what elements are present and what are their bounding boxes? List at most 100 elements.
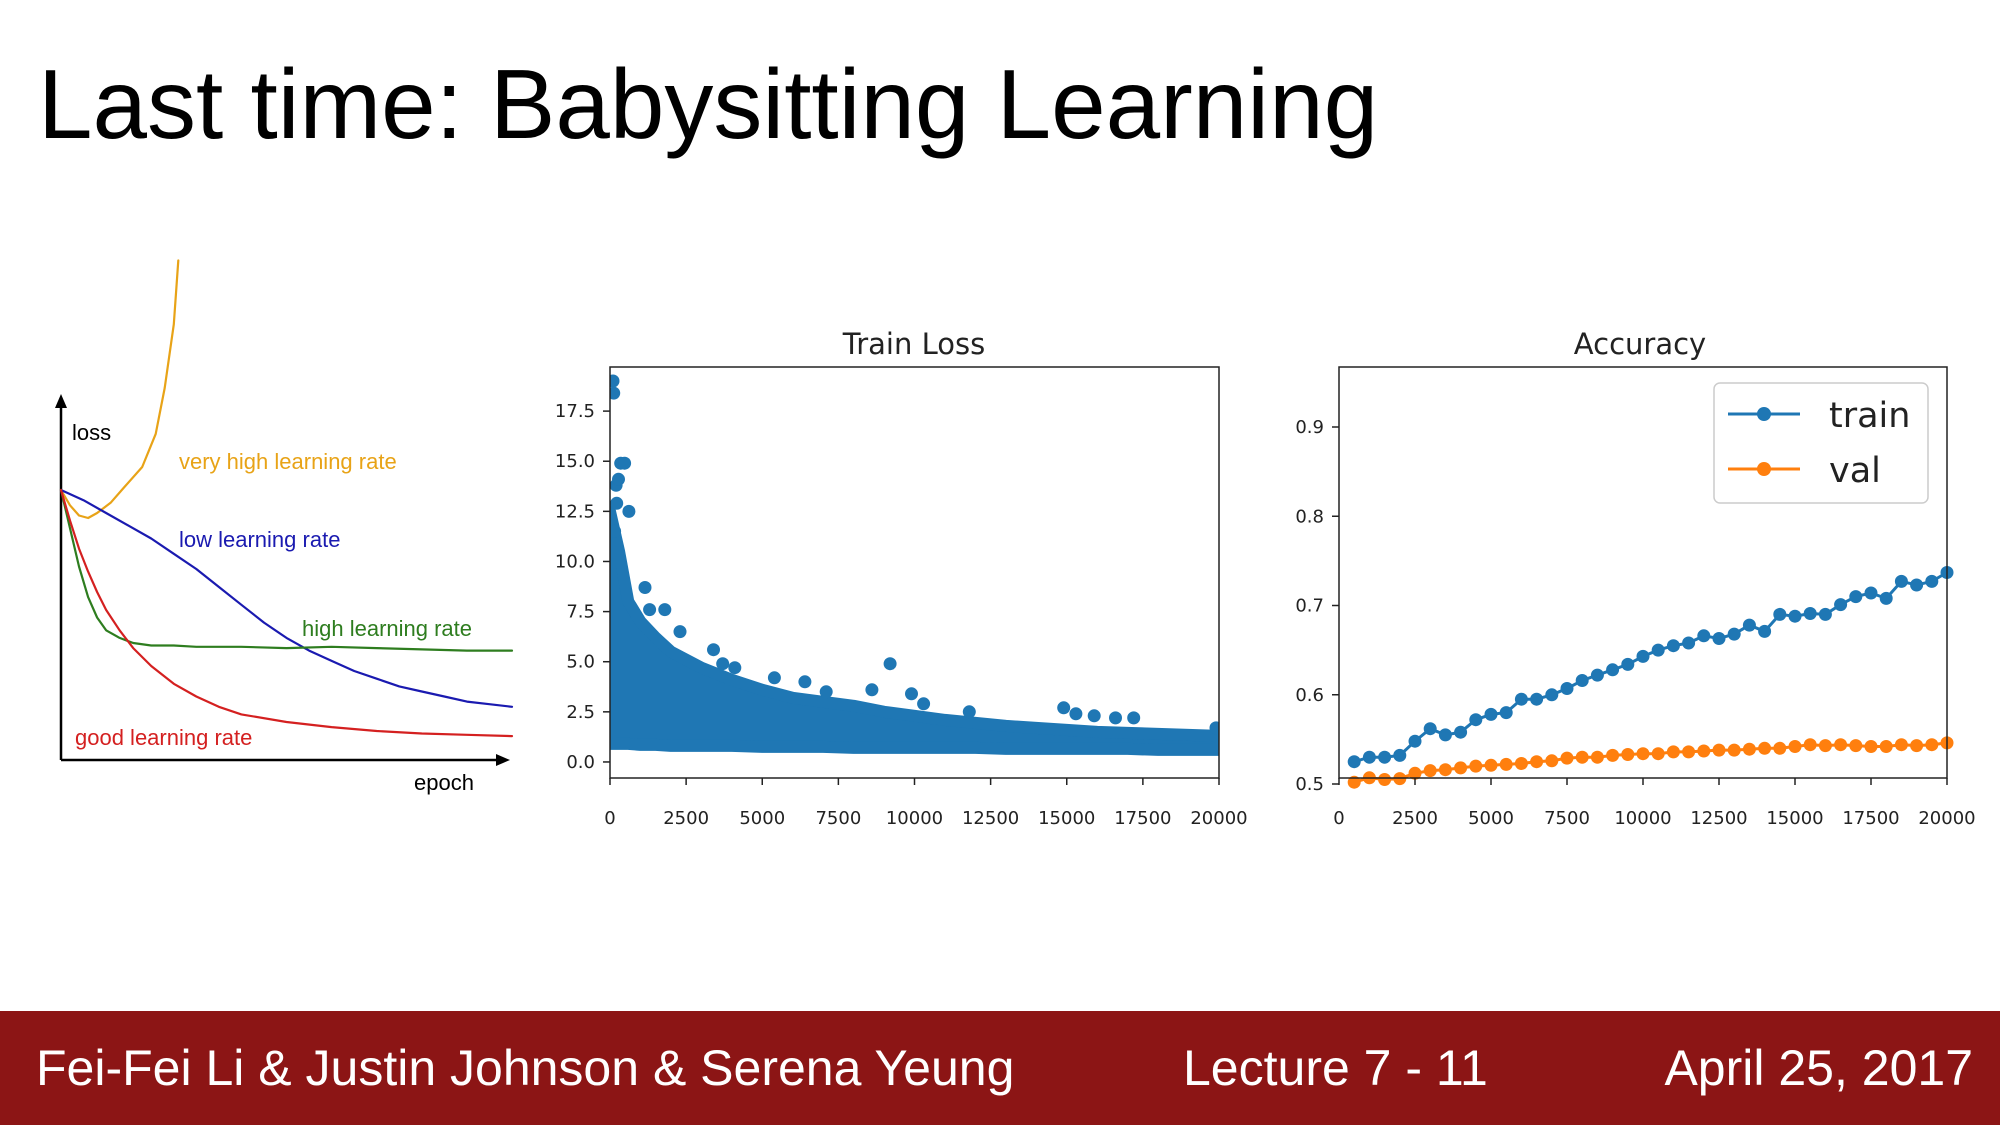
loss-ytick-label: 17.5	[555, 401, 595, 422]
accuracy-xtick-label: 20000	[1918, 808, 1975, 829]
accuracy-point-train	[1408, 734, 1422, 748]
sketch-x-axis-arrow	[496, 754, 510, 766]
accuracy-point-train	[1773, 607, 1787, 621]
accuracy-point-train	[1818, 607, 1832, 621]
loss-xtick-label: 17500	[1114, 808, 1171, 829]
legend-val-marker	[1757, 462, 1771, 476]
train-loss-chart: Train Loss 0 2500 5000 7500 10000 12500 15000 1…	[555, 327, 1248, 829]
footer-authors: Fei-Fei Li & Justin Johnson & Serena Yeu…	[36, 1040, 1015, 1096]
accuracy-point-val	[1469, 759, 1483, 773]
footer-bar: Fei-Fei Li & Justin Johnson & Serena Yeu…	[0, 1011, 2000, 1125]
accuracy-point-train	[1849, 590, 1863, 604]
accuracy-ytick-label: 0.5	[1295, 774, 1324, 795]
accuracy-point-train	[1651, 643, 1665, 657]
slide-title: Last time: Babysitting Learning	[38, 49, 1379, 159]
accuracy-xtick-label: 0	[1333, 808, 1344, 829]
accuracy-xtick-label: 7500	[1544, 808, 1590, 829]
accuracy-point-train	[1530, 692, 1544, 706]
accuracy-ytick-label: 0.9	[1295, 417, 1324, 438]
loss-point	[962, 705, 976, 719]
accuracy-point-train	[1590, 668, 1604, 682]
loss-point	[819, 685, 833, 699]
accuracy-ytick-label: 0.8	[1295, 506, 1324, 527]
accuracy-point-train	[1606, 663, 1620, 677]
loss-xtick-label: 12500	[962, 808, 1019, 829]
accuracy-point-val	[1347, 775, 1361, 789]
accuracy-ytick-label: 0.7	[1295, 596, 1324, 617]
accuracy-legend: train val	[1713, 382, 1929, 504]
accuracy-point-train	[1393, 748, 1407, 762]
sketch-y-axis-arrow	[55, 394, 67, 408]
sketch-line-good-learning-rate	[59, 488, 514, 738]
accuracy-point-train	[1560, 682, 1574, 695]
sketch-line-low-learning-rate	[59, 488, 514, 708]
accuracy-point-train	[1378, 750, 1392, 764]
accuracy-point-val	[1758, 741, 1772, 755]
loss-point	[716, 657, 730, 671]
accuracy-line-val	[1353, 741, 1948, 784]
loss-point	[1057, 701, 1071, 715]
accuracy-point-train	[1438, 728, 1452, 742]
accuracy-point-train	[1894, 574, 1908, 588]
sketch-xlabel: epoch	[414, 770, 474, 795]
accuracy-point-train	[1712, 632, 1726, 645]
accuracy-point-val	[1879, 740, 1893, 753]
accuracy-point-val	[1590, 750, 1604, 764]
loss-ytick-label: 12.5	[555, 501, 595, 522]
loss-point	[643, 603, 657, 617]
accuracy-point-train	[1454, 725, 1468, 739]
accuracy-point-val	[1925, 738, 1939, 752]
loss-point	[618, 456, 632, 470]
loss-xtick-label: 2500	[663, 808, 709, 829]
legend-train-label: train	[1829, 396, 1910, 436]
accuracy-point-val	[1773, 741, 1787, 755]
accuracy-point-train	[1484, 707, 1498, 721]
accuracy-point-val	[1408, 766, 1422, 780]
accuracy-point-val	[1651, 747, 1665, 761]
accuracy-xtick-label: 2500	[1392, 808, 1438, 829]
loss-point	[865, 683, 879, 697]
accuracy-xtick-label: 12500	[1690, 808, 1747, 829]
accuracy-point-train	[1545, 688, 1559, 702]
accuracy-point-train	[1362, 750, 1376, 764]
accuracy-xtick-label: 17500	[1842, 808, 1899, 829]
accuracy-point-train	[1803, 607, 1817, 620]
accuracy-point-train	[1423, 722, 1437, 736]
accuracy-point-train	[1925, 574, 1939, 588]
footer-date: April 25, 2017	[1664, 1040, 1973, 1096]
loss-point	[610, 524, 622, 538]
loss-dense-scatter-region	[610, 505, 1219, 756]
accuracy-point-val	[1378, 773, 1392, 786]
loss-point	[622, 504, 636, 518]
accuracy-point-val	[1530, 755, 1544, 769]
accuracy-point-train	[1910, 578, 1924, 592]
accuracy-point-val	[1803, 738, 1817, 752]
loss-ytick-label: 5.0	[566, 652, 595, 673]
sketch-line-high-learning-rate	[59, 488, 514, 652]
loss-ytick-label: 10.0	[555, 551, 595, 572]
very-high-lr-label: very high learning rate	[179, 449, 397, 474]
accuracy-point-val	[1545, 754, 1559, 768]
loss-point	[610, 374, 620, 388]
loss-point	[673, 625, 687, 639]
accuracy-point-val	[1894, 738, 1908, 752]
accuracy-point-val	[1727, 743, 1741, 757]
loss-ytick-label: 15.0	[555, 451, 595, 472]
accuracy-xtick-label: 5000	[1468, 808, 1514, 829]
accuracy-point-val	[1910, 739, 1924, 753]
accuracy-point-train	[1469, 713, 1483, 727]
accuracy-point-train	[1727, 627, 1741, 641]
loss-xtick-label: 0	[604, 808, 615, 829]
accuracy-point-train	[1621, 657, 1635, 671]
loss-point	[658, 603, 672, 617]
loss-xtick-label: 15000	[1038, 808, 1095, 829]
loss-xtick-label: 20000	[1190, 808, 1247, 829]
accuracy-point-val	[1484, 758, 1498, 772]
loss-point	[905, 687, 918, 701]
low-lr-label: low learning rate	[179, 527, 340, 552]
footer-lecture-number: Lecture 7 - 11	[1183, 1040, 1488, 1096]
loss-point	[1127, 711, 1141, 725]
accuracy-point-val	[1423, 764, 1437, 778]
loss-point	[1209, 721, 1219, 735]
loss-xtick-label: 5000	[739, 808, 785, 829]
